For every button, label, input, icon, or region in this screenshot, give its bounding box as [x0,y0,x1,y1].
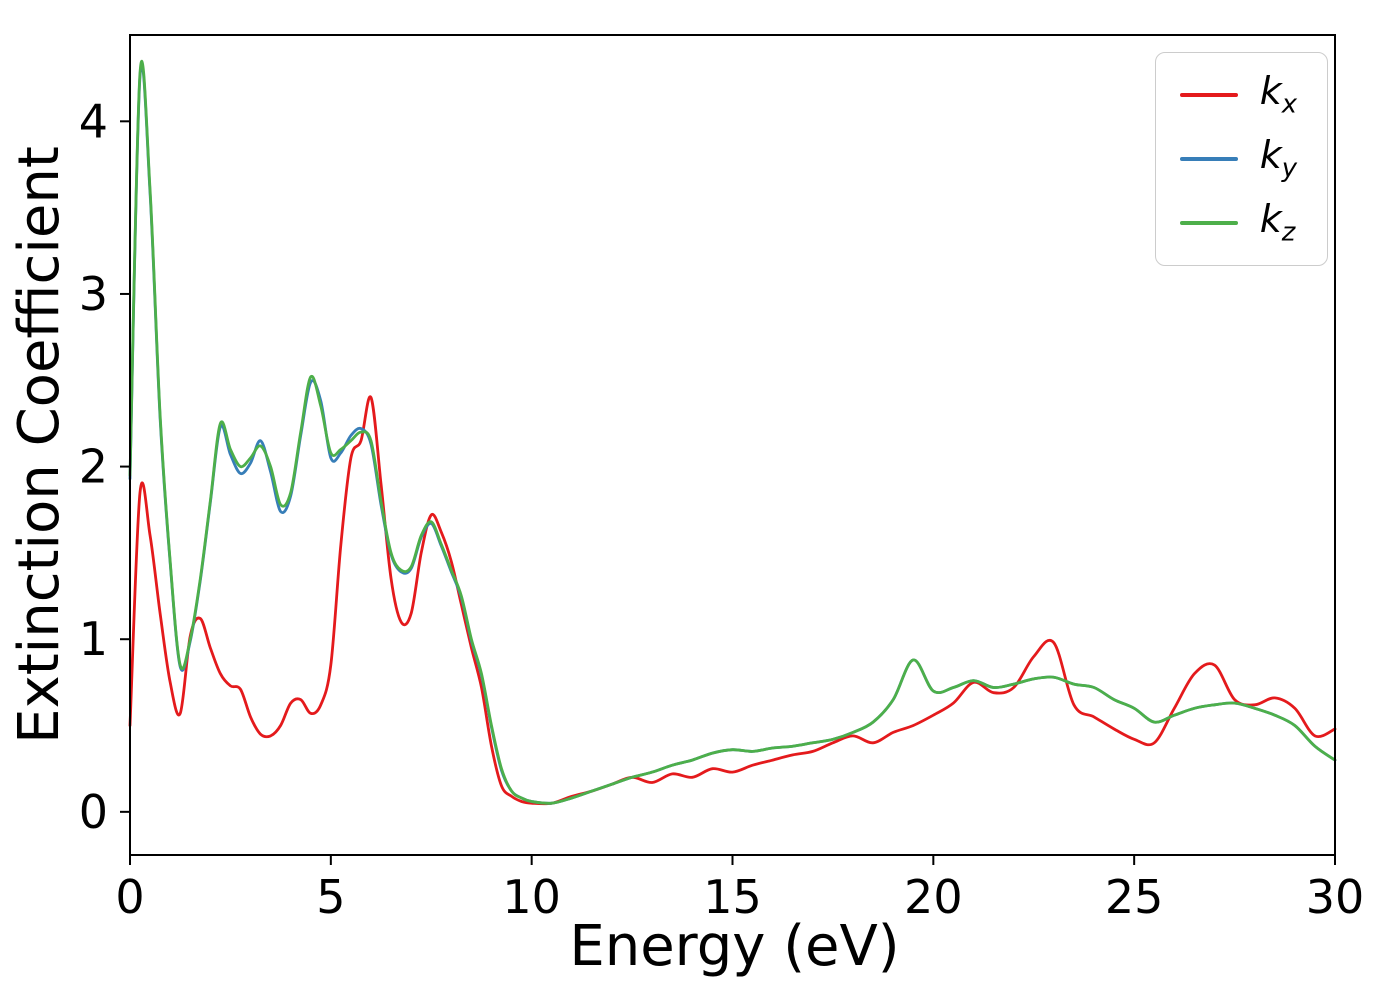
x-tick-label: 10 [502,870,561,924]
legend-line-sample-ky [1179,157,1238,162]
legend-line-sample-kz [1179,221,1238,226]
x-tick-label: 5 [316,870,345,924]
legend-item-kz: kz [1179,197,1297,248]
y-tick-label: 2 [79,440,108,494]
x-axis-label: Energy (eV) [569,914,900,979]
legend-label-ky: ky [1259,133,1297,184]
y-tick-label: 0 [79,785,108,839]
y-tick-label: 1 [79,612,108,666]
legend: kx ky kz [1154,52,1328,267]
x-tick-label: 25 [1105,870,1164,924]
legend-line-sample-kx [1179,93,1238,97]
legend-label-kz: kz [1259,197,1296,248]
y-tick-label: 3 [79,267,108,321]
y-tick-label: 4 [79,94,108,148]
legend-label-kx: kx [1259,69,1297,120]
y-axis-label: Extinction Coefficient [7,146,72,744]
x-tick-label: 30 [1306,870,1365,924]
legend-item-ky: ky [1179,133,1297,184]
x-tick-label: 15 [703,870,762,924]
series-line-kz [128,60,1337,805]
x-tick-label: 0 [115,870,144,924]
x-tick-label: 20 [904,870,963,924]
series-line-kx [128,395,1337,806]
legend-item-kx: kx [1179,69,1297,120]
